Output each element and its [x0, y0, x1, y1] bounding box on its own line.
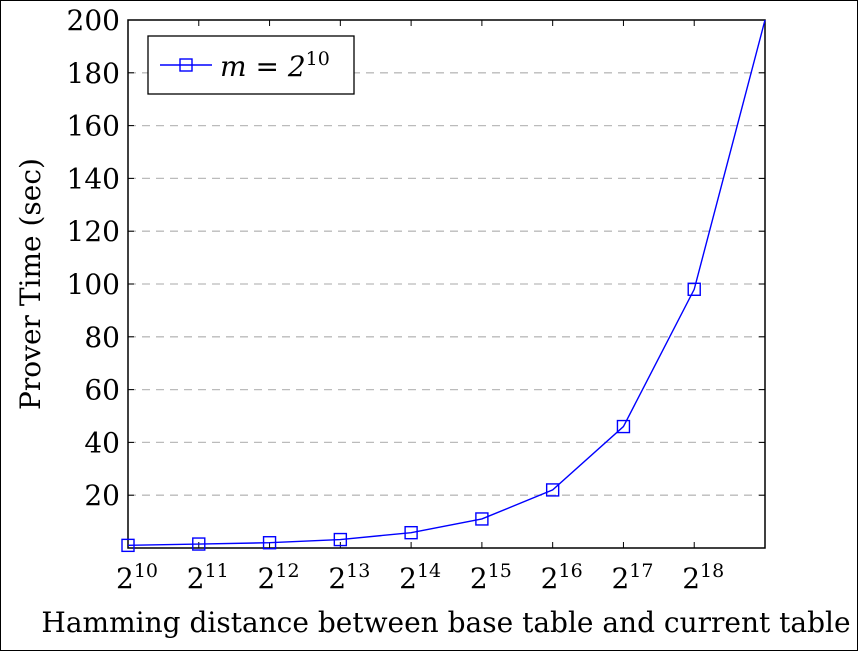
- plot-area: [127, 19, 766, 549]
- data-point-marker: [262, 536, 277, 550]
- y-tick-label: 180: [67, 57, 120, 90]
- x-tick-label: 217: [611, 560, 653, 595]
- x-tick-label: 215: [470, 560, 512, 595]
- data-point-marker: [545, 483, 560, 497]
- series-layer: [121, 19, 766, 553]
- legend-label: m = 210: [220, 48, 330, 83]
- y-tick-label: 20: [84, 479, 120, 512]
- series-line: [127, 19, 766, 547]
- legend: m = 210: [147, 35, 355, 95]
- x-tick-label: 213: [328, 560, 370, 595]
- data-point-marker: [616, 419, 631, 434]
- y-tick-label: 200: [67, 4, 120, 37]
- x-axis-ticks: 210 211 212 213 214 215 216 217 218: [116, 20, 724, 595]
- data-point-marker: [333, 532, 348, 547]
- x-tick-label: 214: [399, 560, 441, 595]
- data-point-marker: [404, 525, 418, 540]
- x-tick-label: 211: [187, 560, 229, 595]
- x-tick-label: 216: [541, 560, 583, 595]
- data-point-marker: [475, 512, 489, 526]
- x-tick-label: 210: [116, 560, 158, 595]
- grid-lines: [128, 72, 765, 496]
- y-axis-ticks: 20 40 60 80 100 120 140 160 180 200: [67, 4, 765, 512]
- data-point-marker: [121, 538, 135, 553]
- y-tick-label: 160: [67, 110, 120, 143]
- y-axis-label: Prover Time (sec): [14, 158, 47, 410]
- y-tick-label: 120: [67, 215, 120, 248]
- x-axis-label: Hamming distance between base table and …: [41, 606, 850, 639]
- data-point-marker: [192, 537, 206, 551]
- y-tick-label: 100: [67, 268, 120, 301]
- legend-marker: [179, 58, 193, 72]
- y-tick-label: 60: [84, 374, 120, 407]
- x-tick-label: 212: [258, 560, 300, 595]
- y-tick-label: 80: [84, 321, 120, 354]
- y-tick-label: 140: [67, 162, 120, 195]
- x-tick-label: 218: [682, 560, 724, 595]
- data-point-marker: [687, 282, 701, 296]
- y-tick-label: 40: [84, 426, 120, 459]
